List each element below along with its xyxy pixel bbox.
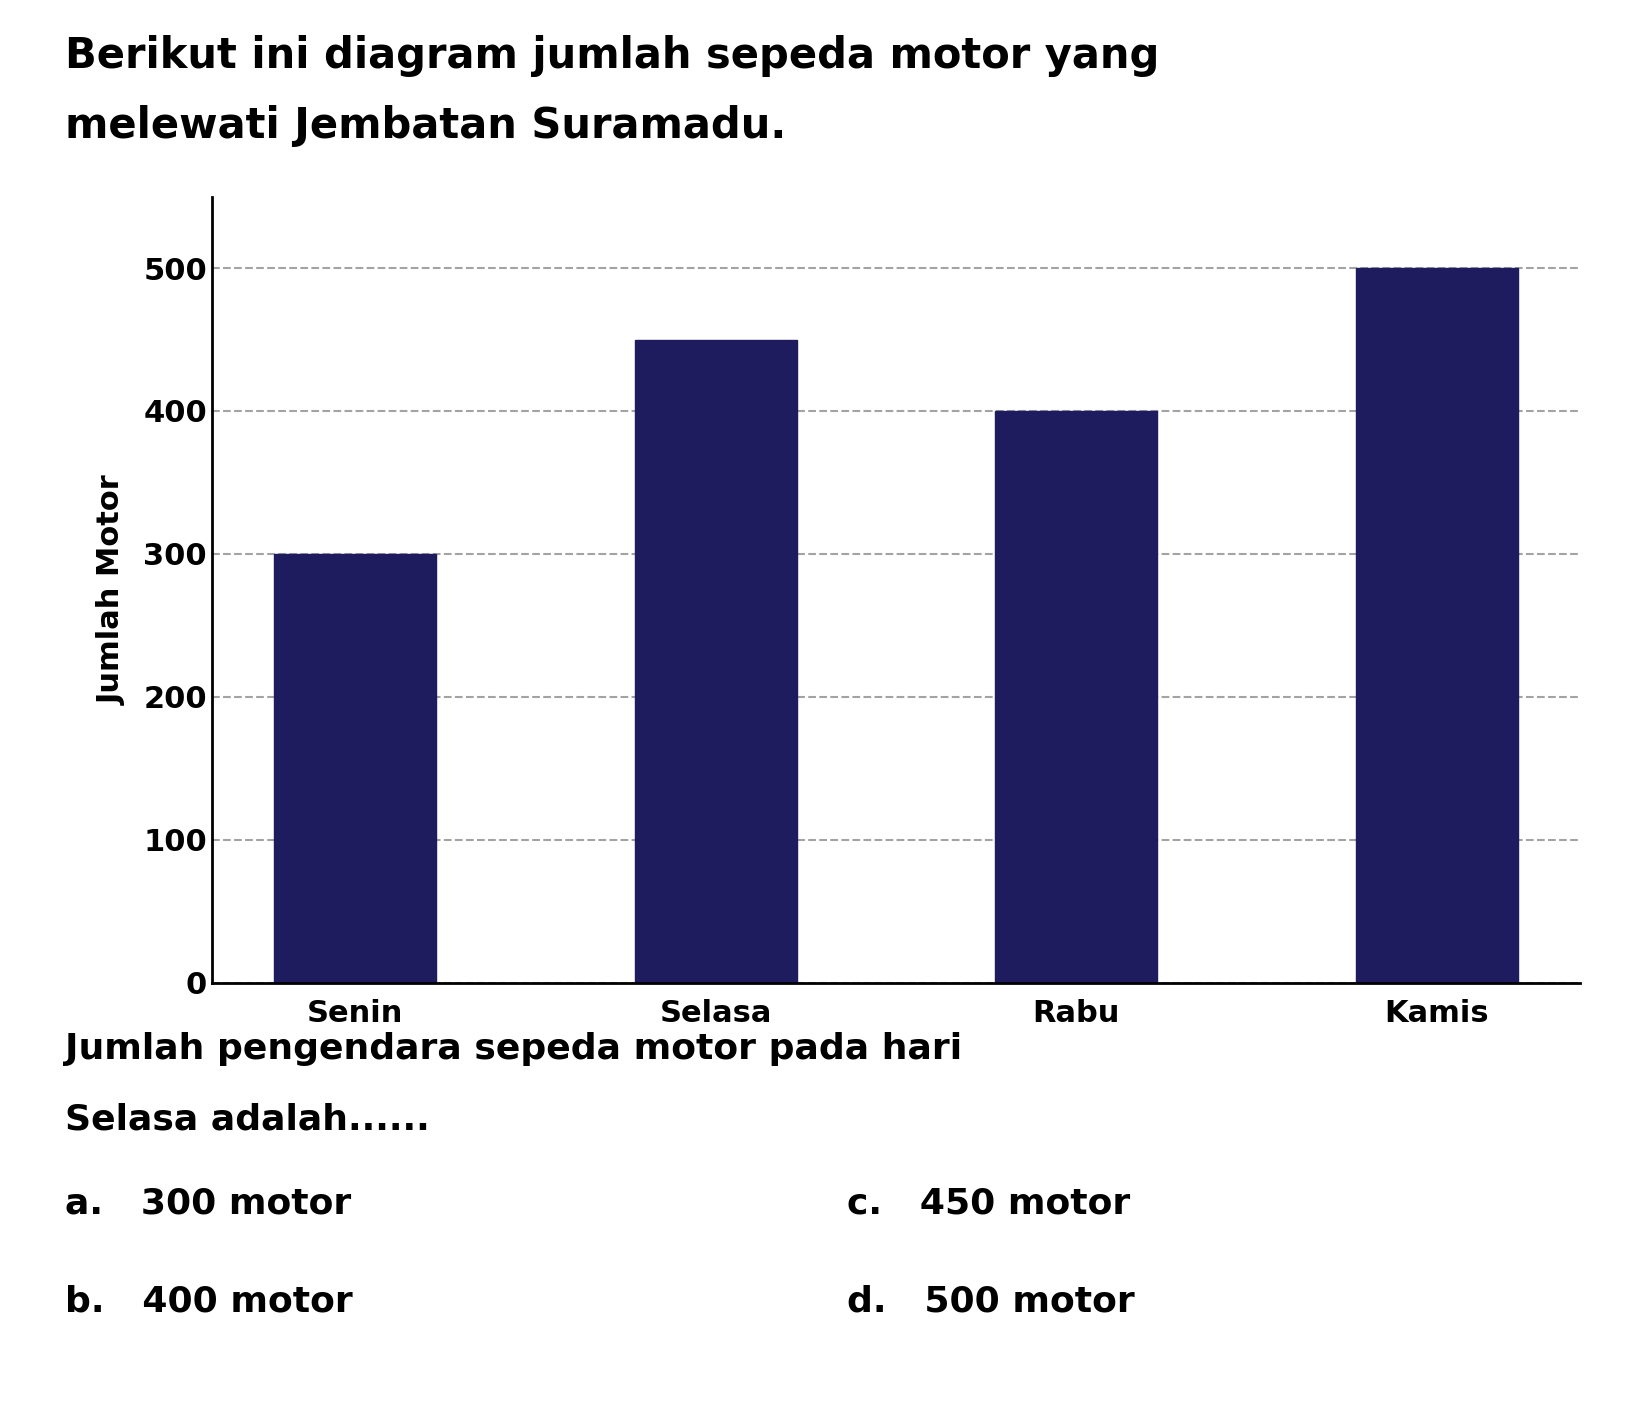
Text: Jumlah pengendara sepeda motor pada hari: Jumlah pengendara sepeda motor pada hari [65, 1032, 963, 1066]
Bar [274, 555, 437, 983]
Bar [635, 340, 797, 983]
Bar [1355, 268, 1518, 983]
Text: Berikut ini diagram jumlah sepeda motor yang: Berikut ini diagram jumlah sepeda motor … [65, 35, 1160, 77]
Text: a.   300 motor: a. 300 motor [65, 1186, 352, 1220]
Text: Selasa adalah......: Selasa adalah...... [65, 1102, 430, 1136]
Bar [995, 411, 1157, 983]
Text: melewati Jembatan Suramadu.: melewati Jembatan Suramadu. [65, 105, 787, 147]
Text: b.   400 motor: b. 400 motor [65, 1285, 353, 1318]
Y-axis label: Jumlah Motor: Jumlah Motor [98, 475, 127, 705]
Text: c.   450 motor: c. 450 motor [847, 1186, 1131, 1220]
Text: d.   500 motor: d. 500 motor [847, 1285, 1135, 1318]
